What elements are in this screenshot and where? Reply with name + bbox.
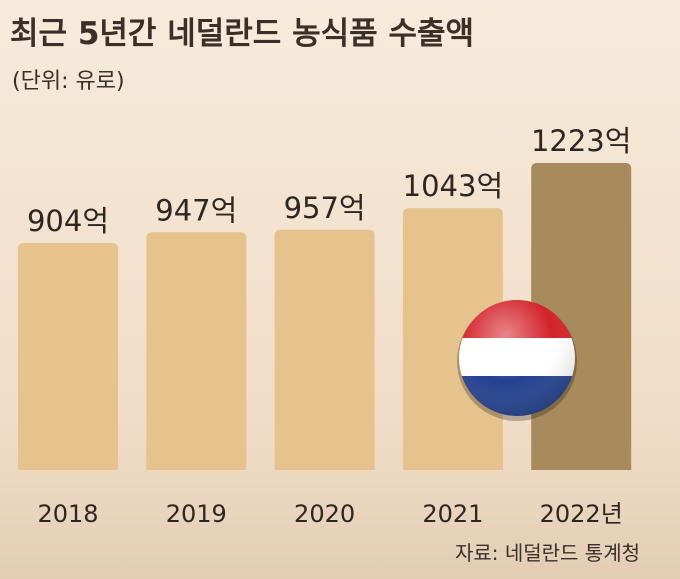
value-label: 904억 xyxy=(27,204,109,238)
flag-icon xyxy=(457,300,577,421)
value-label: 1043억 xyxy=(403,169,503,203)
bar xyxy=(146,232,247,470)
chart-subtitle: (단위: 유로) xyxy=(12,69,125,94)
value-label: 947억 xyxy=(155,193,237,227)
bars xyxy=(18,163,632,471)
x-tick-label: 2021 xyxy=(422,500,483,528)
value-label: 957억 xyxy=(284,191,366,225)
bar xyxy=(18,243,118,470)
bar xyxy=(274,229,375,470)
source: 자료: 네덜란드 통계청 xyxy=(455,541,640,565)
x-tick-label: 2020 xyxy=(294,500,355,528)
x-tick-label: 2019 xyxy=(166,500,227,528)
bar xyxy=(402,208,503,471)
x-tick-label: 2022년 xyxy=(540,500,623,528)
value-label: 1223억 xyxy=(531,124,631,158)
chart-title: 최근 5년간 네덜란드 농식품 수출액 xyxy=(10,16,474,52)
x-tick-label: 2018 xyxy=(37,500,98,528)
